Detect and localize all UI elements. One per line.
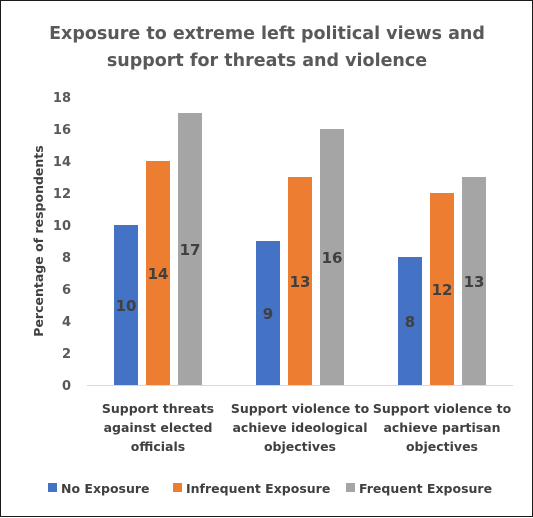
legend-label: No Exposure <box>61 481 150 496</box>
chart-title-line-2: support for threats and violence <box>107 51 427 71</box>
y-axis-ticks: 0 2 4 6 8 10 12 14 16 18 <box>53 91 71 394</box>
data-label: 17 <box>180 241 201 259</box>
legend-label: Infrequent Exposure <box>186 481 330 496</box>
legend-item: Infrequent Exposure <box>173 481 330 496</box>
data-label: 9 <box>263 305 273 323</box>
y-tick-label: 8 <box>62 251 71 266</box>
data-label: 12 <box>432 281 453 299</box>
data-label: 13 <box>290 273 311 291</box>
legend-label: Frequent Exposure <box>359 481 492 496</box>
legend-swatch <box>48 483 57 492</box>
legend-swatch <box>173 483 182 492</box>
data-label: 16 <box>322 249 343 267</box>
bar-frequent-exposure <box>320 129 344 385</box>
category-label: achieve ideological <box>232 420 367 435</box>
category-labels: Support threats against elected officials S… <box>102 401 512 454</box>
category-label: officials <box>131 439 185 454</box>
data-label: 8 <box>405 313 415 331</box>
bar-frequent-exposure <box>462 177 486 385</box>
category-label: achieve partisan <box>383 420 500 435</box>
legend-item: Frequent Exposure <box>346 481 492 496</box>
legend-swatch <box>346 483 355 492</box>
y-tick-label: 6 <box>62 283 71 298</box>
bar-infrequent-exposure <box>288 177 312 385</box>
y-tick-label: 4 <box>62 315 71 330</box>
y-tick-label: 18 <box>53 91 71 106</box>
y-axis-label: Percentage of respondents <box>31 145 46 336</box>
chart-title: Exposure to extreme left political views… <box>49 24 485 71</box>
data-label: 10 <box>116 297 137 315</box>
y-tick-label: 0 <box>62 379 71 394</box>
bar-no-exposure <box>114 225 138 385</box>
category-label: against elected <box>104 420 213 435</box>
chart-title-line-1: Exposure to extreme left political views… <box>49 24 485 44</box>
bars <box>114 113 486 385</box>
bar-no-exposure <box>398 257 422 385</box>
category-label: objectives <box>264 439 336 454</box>
bar-infrequent-exposure <box>146 161 170 385</box>
y-tick-label: 2 <box>62 347 71 362</box>
category-label: Support threats <box>102 401 214 416</box>
bar-no-exposure <box>256 241 280 385</box>
category-label: Support violence to <box>231 401 370 416</box>
bar-frequent-exposure <box>178 113 202 385</box>
category-label: Support violence to <box>373 401 512 416</box>
y-tick-label: 12 <box>53 187 71 202</box>
legend-item: No Exposure <box>48 481 150 496</box>
y-tick-label: 16 <box>53 123 71 138</box>
y-tick-label: 10 <box>53 219 71 234</box>
data-label: 14 <box>148 265 169 283</box>
category-label: objectives <box>406 439 478 454</box>
legend: No Exposure Infrequent Exposure Frequent E… <box>48 481 492 496</box>
bar-infrequent-exposure <box>430 193 454 385</box>
data-labels: 10 14 17 9 13 16 8 12 13 <box>116 241 485 331</box>
data-label: 13 <box>464 273 485 291</box>
y-tick-label: 14 <box>53 155 71 170</box>
